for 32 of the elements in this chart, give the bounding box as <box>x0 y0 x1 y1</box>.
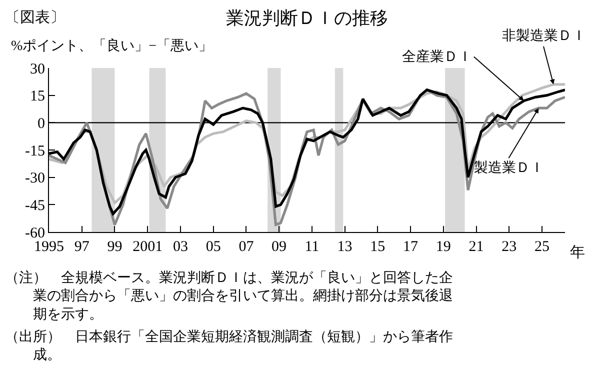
y-tick-label: -45 <box>25 198 45 214</box>
y-tick-label: -60 <box>25 225 45 242</box>
x-tick-label: 07 <box>238 239 254 255</box>
text: 〔図表〕 <box>5 9 65 26</box>
x-tick-label: 23 <box>502 239 517 255</box>
x-tick-label: 97 <box>74 239 90 255</box>
y-tick-label: 0 <box>38 116 45 132</box>
x-tick-label: 11 <box>304 239 320 255</box>
y-axis-title: %ポイント、「良い」−「悪い」 <box>11 38 213 54</box>
x-tick-label: 19 <box>436 239 451 255</box>
y-tick-label: 15 <box>30 88 45 105</box>
annotation: 非製造業ＤＩ <box>502 28 586 44</box>
x-tick-label: 05 <box>206 239 221 255</box>
annotation: 全産業ＤＩ <box>402 49 472 65</box>
x-tick-label: 25 <box>534 239 550 255</box>
annotation: 製造業ＤＩ <box>474 160 544 176</box>
x-tick-label: 15 <box>370 239 386 255</box>
x-tick-label: 21 <box>468 239 484 255</box>
x-axis-title: 年 <box>570 244 585 261</box>
x-tick-label: 09 <box>272 239 287 255</box>
text: （出所） 日本銀行「全国企業短期経済観測調査（短観）」から筆者作成。 <box>5 329 453 364</box>
x-tick-label: 1995 <box>34 239 64 255</box>
x-tick-label: 99 <box>107 239 122 255</box>
x-tick-label: 13 <box>337 239 352 255</box>
chart-title: 業況判断ＤＩの推移 <box>226 8 388 28</box>
y-tick-label: -30 <box>25 170 45 187</box>
x-tick-label: 2001 <box>132 239 163 255</box>
y-tick-label: -15 <box>25 143 45 160</box>
x-tick-label: 03 <box>172 239 188 255</box>
text: （注） 全規模ベース。業況判断ＤＩは、業況が「良い」と回答した企業の割合から「悪い」の割合を引いて算出。網掛け部分は景気後退期を示す。 <box>5 270 453 322</box>
x-tick-label: 17 <box>403 239 419 255</box>
y-tick-label: 30 <box>30 61 45 78</box>
